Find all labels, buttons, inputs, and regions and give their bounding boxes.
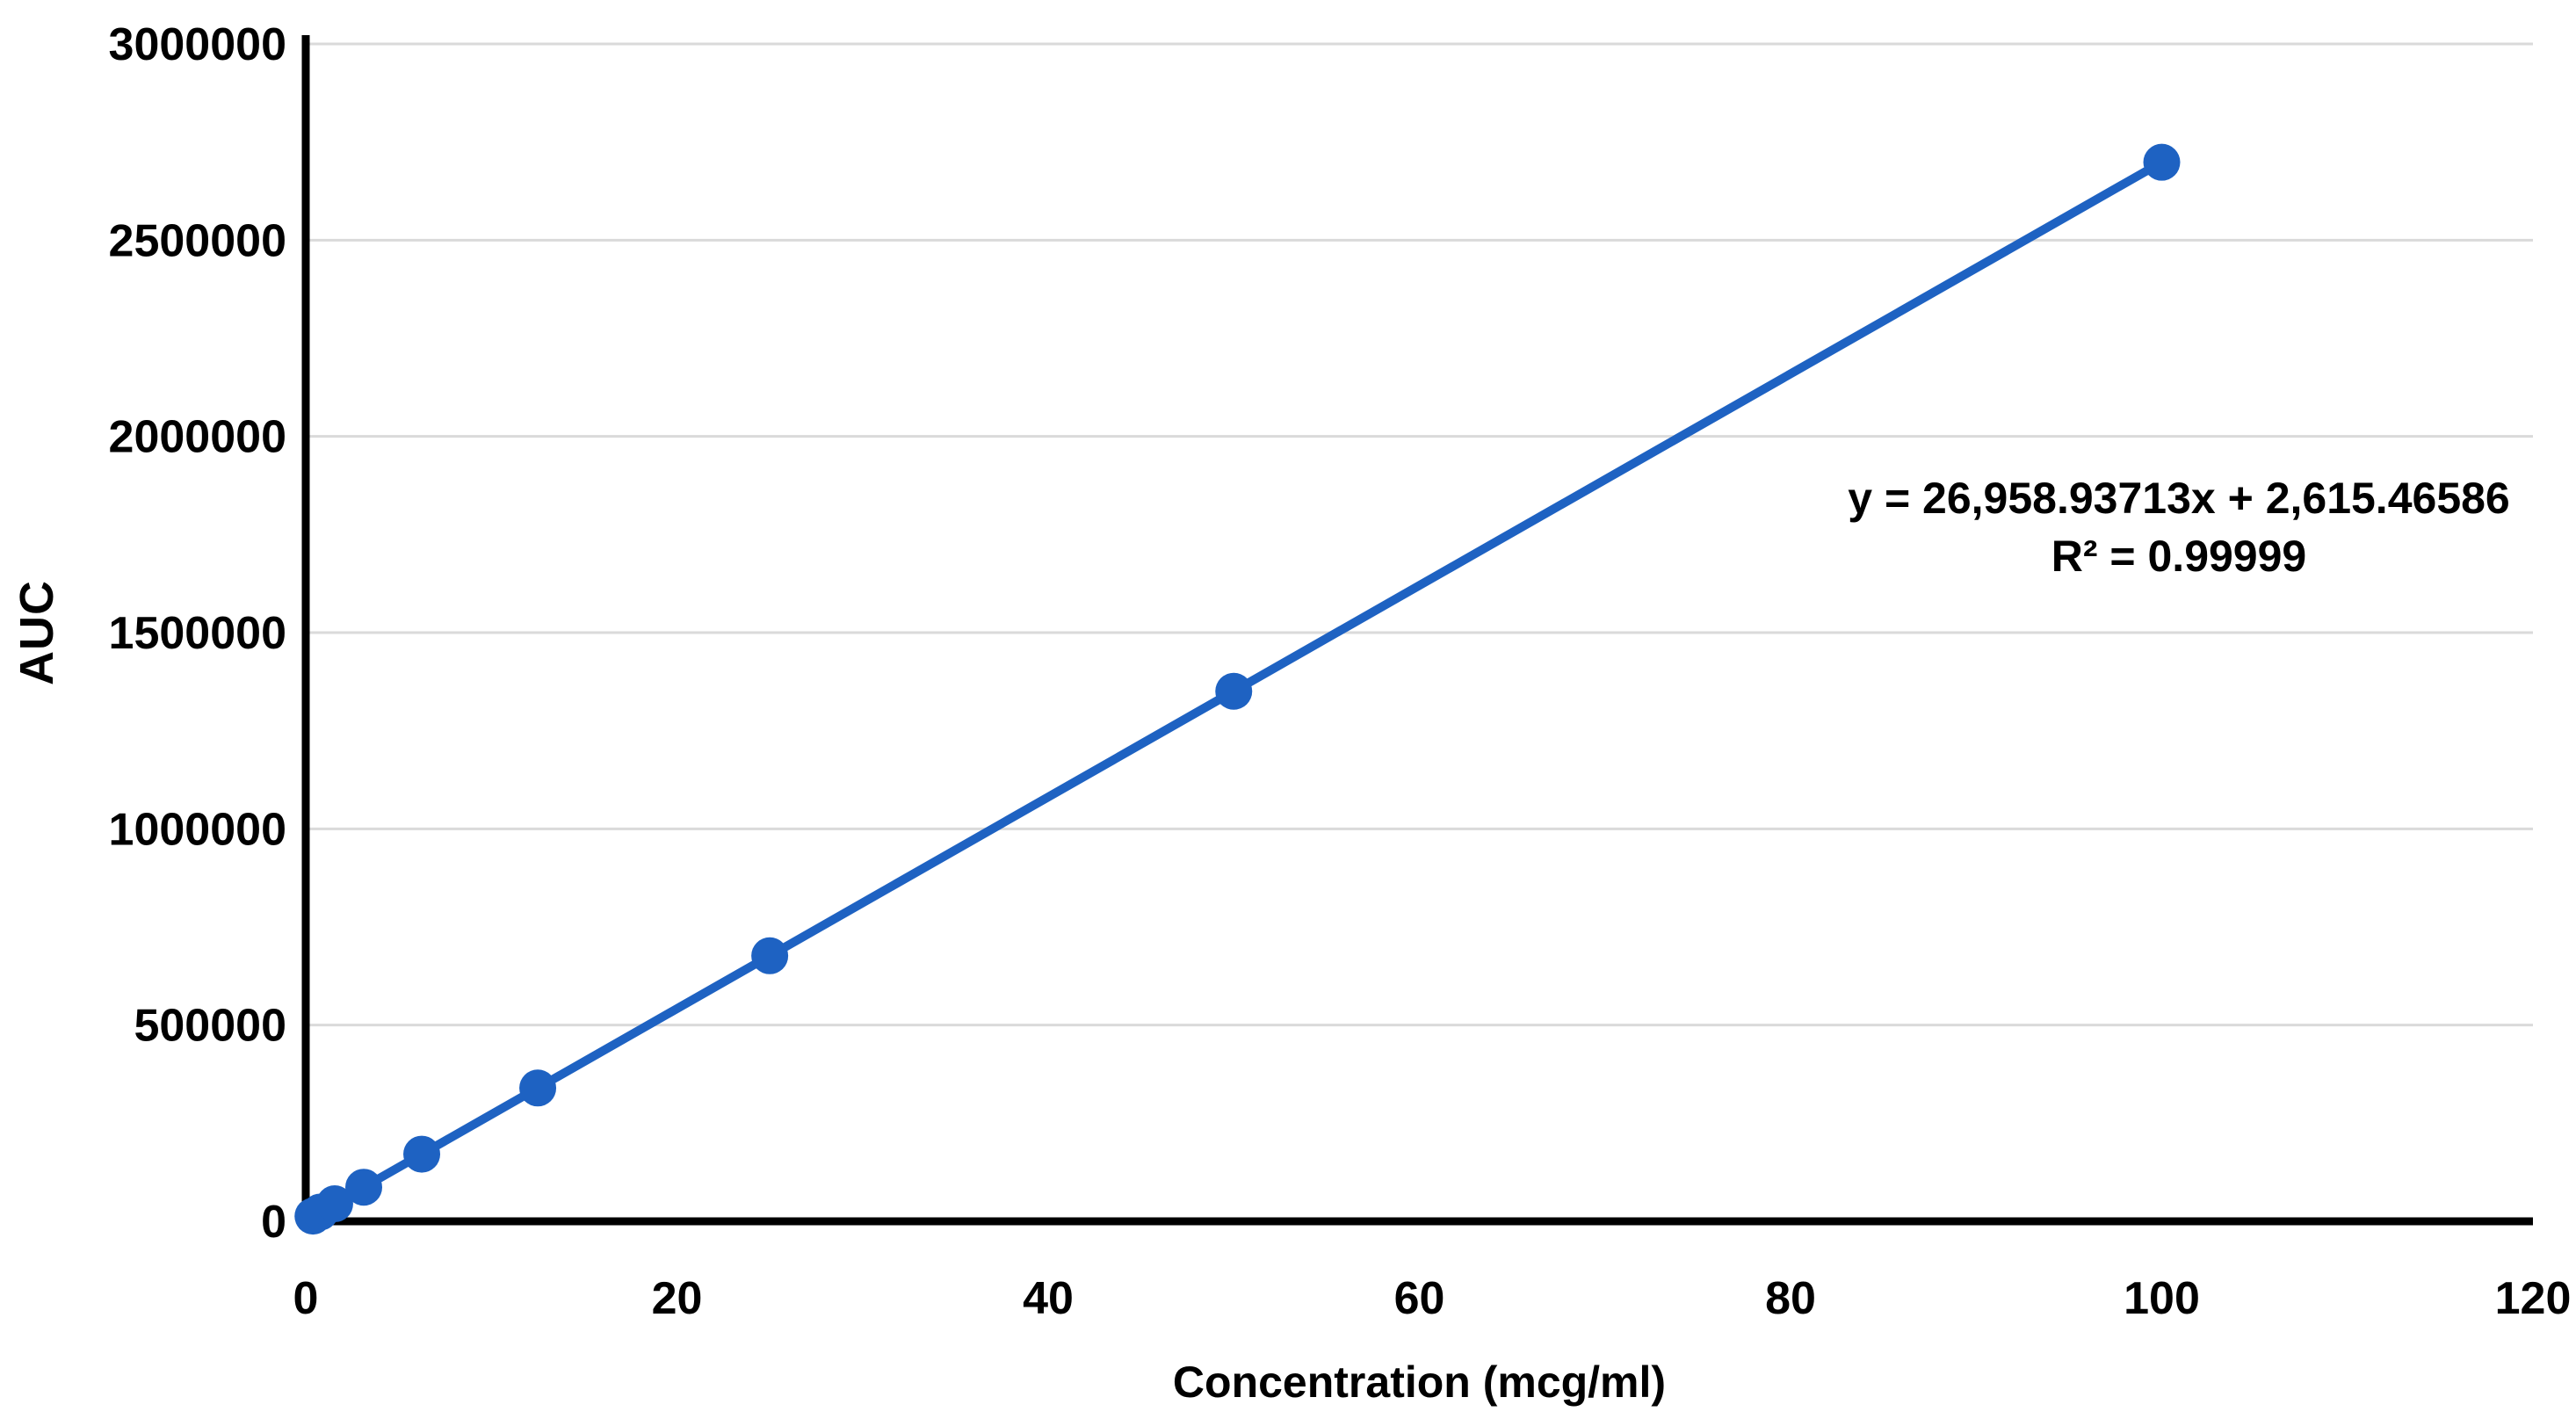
x-tick-label: 100 [2124, 1273, 2200, 1324]
y-tick-label: 1000000 [109, 804, 286, 855]
data-point-marker [751, 937, 789, 974]
x-tick-label: 60 [1394, 1273, 1445, 1324]
data-point-marker [345, 1169, 383, 1206]
x-tick-label: 40 [1023, 1273, 1074, 1324]
data-point-marker [1215, 672, 1253, 710]
trendline-r-squared: R² = 0.99999 [2051, 532, 2307, 581]
data-point-marker [519, 1069, 557, 1107]
x-axis-title: Concentration (mcg/ml) [1172, 1357, 1667, 1407]
data-point-marker [315, 1185, 353, 1223]
y-tick-label: 2500000 [109, 215, 286, 266]
y-tick-label: 500000 [134, 1001, 286, 1052]
x-tick-label: 120 [2495, 1273, 2572, 1324]
x-tick-label: 0 [293, 1273, 319, 1324]
data-point-marker [2143, 143, 2181, 181]
y-tick-label: 2000000 [109, 412, 286, 463]
y-tick-label: 0 [261, 1197, 286, 1248]
y-axis-title: AUC [11, 580, 63, 685]
x-tick-label: 80 [1765, 1273, 1816, 1324]
y-tick-label: 3000000 [109, 19, 286, 70]
trendline-annotation: y = 26,958.93713x + 2,615.46586 R² = 0.9… [1827, 469, 2530, 585]
data-point-marker [403, 1135, 441, 1173]
y-tick-label: 1500000 [109, 608, 286, 659]
x-tick-label: 20 [652, 1273, 703, 1324]
trendline-equation: y = 26,958.93713x + 2,615.46586 [1848, 474, 2510, 523]
